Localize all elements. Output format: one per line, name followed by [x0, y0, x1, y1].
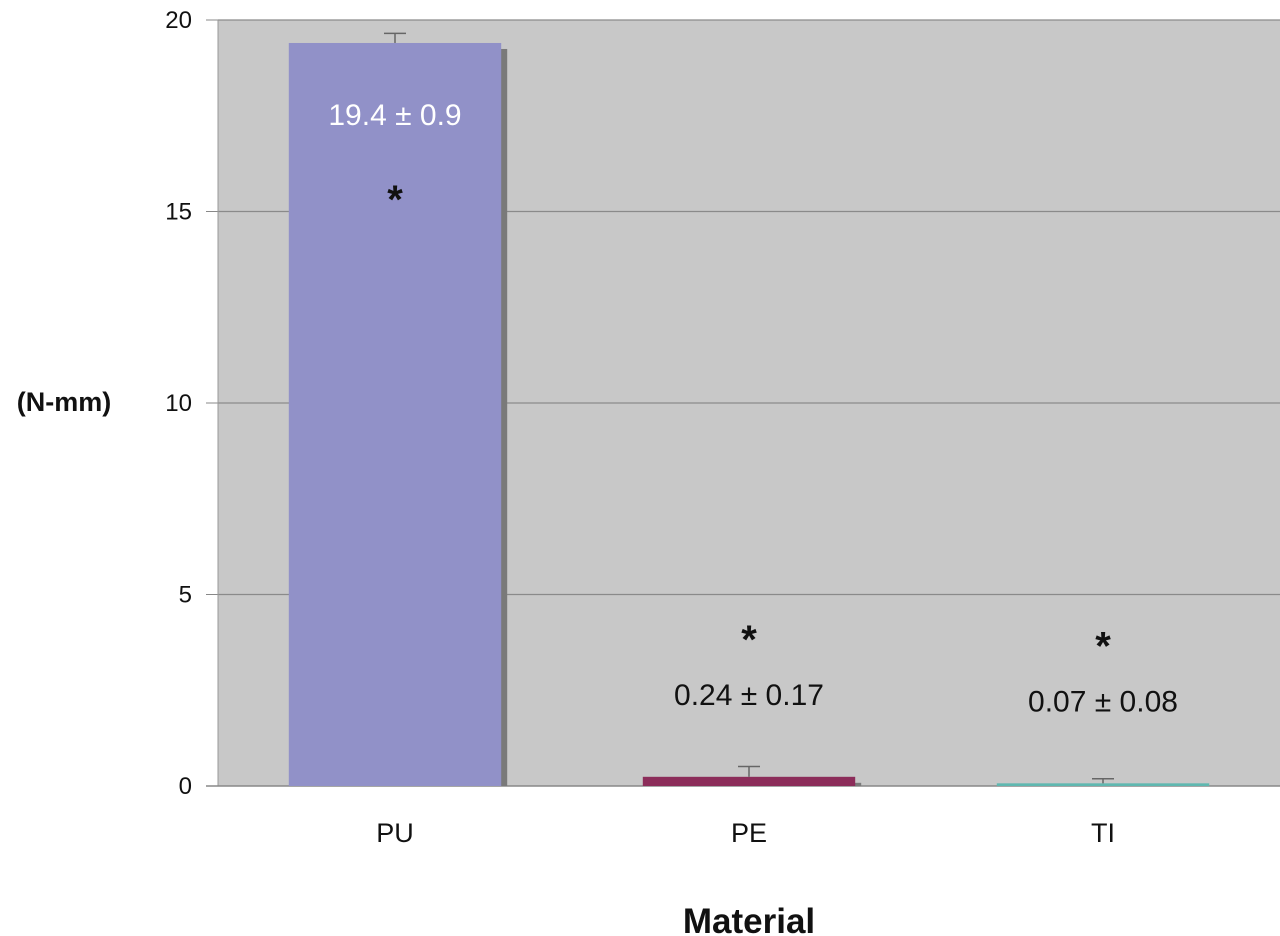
y-axis-ticks: 0 5 10 15 20 — [165, 7, 218, 800]
data-label-pu: 19.4 ± 0.9 — [328, 99, 461, 132]
bar-pe — [642, 776, 856, 786]
significance-mark: * — [387, 178, 403, 222]
y-tick-label: 5 — [179, 582, 192, 609]
y-axis-title: (N-mm) — [17, 387, 112, 417]
y-tick-label: 0 — [179, 773, 192, 800]
error-bar — [384, 32, 406, 43]
y-tick-label: 20 — [165, 7, 192, 34]
x-category-label: TI — [1091, 818, 1115, 848]
x-axis-categories: PU PE TI — [376, 818, 1115, 848]
bar-ti — [996, 783, 1210, 786]
bars: 19.4 ± 0.9 * 0.24 ± 0.17 * 0.07 ± 0.08 * — [288, 32, 1210, 787]
x-category-label: PE — [731, 818, 767, 848]
significance-mark: * — [741, 618, 757, 662]
y-tick-label: 10 — [165, 390, 192, 417]
data-label-pe: 0.24 ± 0.17 — [674, 679, 824, 712]
error-bar — [1092, 777, 1114, 784]
error-bar — [738, 765, 760, 777]
data-label-ti: 0.07 ± 0.08 — [1028, 685, 1178, 718]
x-axis-title: Material — [683, 902, 815, 936]
x-category-label: PU — [376, 818, 414, 848]
significance-mark: * — [1095, 624, 1111, 668]
y-tick-label: 15 — [165, 199, 192, 226]
bar-pu — [288, 42, 502, 787]
